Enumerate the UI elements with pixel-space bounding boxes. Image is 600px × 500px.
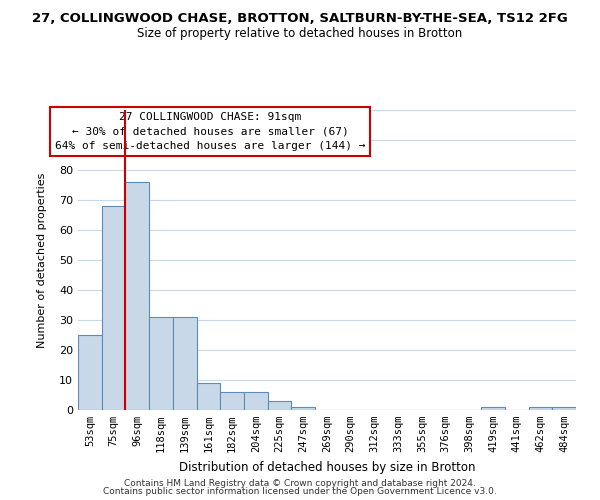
Bar xyxy=(529,407,552,410)
Bar xyxy=(78,335,102,410)
Bar xyxy=(125,182,149,410)
Bar xyxy=(102,206,125,410)
Y-axis label: Number of detached properties: Number of detached properties xyxy=(37,172,47,348)
X-axis label: Distribution of detached houses by size in Brotton: Distribution of detached houses by size … xyxy=(179,460,475,473)
Text: 27 COLLINGWOOD CHASE: 91sqm
← 30% of detached houses are smaller (67)
64% of sem: 27 COLLINGWOOD CHASE: 91sqm ← 30% of det… xyxy=(55,112,365,151)
Bar xyxy=(292,407,315,410)
Bar xyxy=(173,317,197,410)
Bar xyxy=(244,392,268,410)
Bar xyxy=(149,317,173,410)
Text: Contains public sector information licensed under the Open Government Licence v3: Contains public sector information licen… xyxy=(103,487,497,496)
Bar xyxy=(552,407,576,410)
Text: Contains HM Land Registry data © Crown copyright and database right 2024.: Contains HM Land Registry data © Crown c… xyxy=(124,478,476,488)
Bar xyxy=(220,392,244,410)
Bar xyxy=(481,407,505,410)
Text: Size of property relative to detached houses in Brotton: Size of property relative to detached ho… xyxy=(137,28,463,40)
Bar xyxy=(197,383,220,410)
Text: 27, COLLINGWOOD CHASE, BROTTON, SALTBURN-BY-THE-SEA, TS12 2FG: 27, COLLINGWOOD CHASE, BROTTON, SALTBURN… xyxy=(32,12,568,26)
Bar xyxy=(268,401,292,410)
